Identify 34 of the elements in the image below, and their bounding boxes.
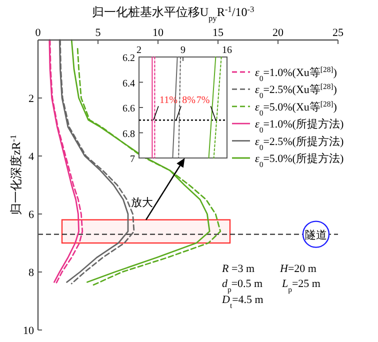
legend-label: ε$_{0}$=2.5%(Xu等$^{[28]}$) — [255, 82, 338, 100]
legend-label: ε$_{0}$=2.5%(所提方法) — [255, 134, 344, 152]
annotation: 放大 — [131, 196, 153, 209]
ref-line-label: 隧道 — [305, 229, 327, 242]
y-tick-label: 8 — [28, 267, 34, 279]
annotation: H=20 m — [279, 263, 317, 275]
x-tick-label: 25 — [332, 27, 344, 39]
legend-label: ε$_{0}$=1.0%(Xu等$^{[28]}$) — [255, 64, 338, 82]
x-tick-label: 0 — [35, 27, 42, 39]
y-tick-label: 2 — [28, 93, 34, 105]
x-tick-label: 9 — [180, 45, 186, 56]
y-tick-label: 6.8 — [122, 128, 135, 140]
annotation: 7% — [196, 95, 210, 106]
x-tick-label: 15 — [212, 27, 224, 39]
annotation: R =3 m — [221, 263, 255, 275]
y-tick-label: 4 — [28, 151, 34, 163]
y-tick-label: 6 — [28, 209, 34, 221]
y-tick-label: 6.2 — [122, 53, 135, 64]
y-tick-label: 10 — [23, 325, 34, 337]
annotation: L$_{p}$=25 m — [281, 278, 321, 294]
annotation: D$_{t}$=4.5 m — [221, 294, 264, 310]
x-tick-label: 20 — [272, 27, 284, 39]
x-axis-title: 归一化桩基水平位移U$_{py}$R$^{-1}$/10$^{-3}$ — [92, 4, 254, 22]
y-tick-label: 6.4 — [122, 78, 135, 90]
x-tick-label: 10 — [152, 27, 164, 39]
y-tick-label: 7 — [130, 154, 135, 165]
x-tick-label: 16 — [222, 45, 232, 56]
legend-label: ε$_{0}$=1.0%(所提方法) — [255, 118, 344, 134]
x-tick-label: 5 — [95, 27, 102, 39]
annotation: 8% — [182, 95, 196, 106]
annotation: d$_{p}$=0.5 m — [222, 278, 264, 294]
y-tick-label: 6.6 — [122, 104, 135, 114]
legend-label: ε$_{0}$=5.0%(所提方法) — [255, 152, 344, 168]
legend-label: ε$_{0}$=5.0%(Xu等$^{[28]}$) — [255, 98, 338, 117]
